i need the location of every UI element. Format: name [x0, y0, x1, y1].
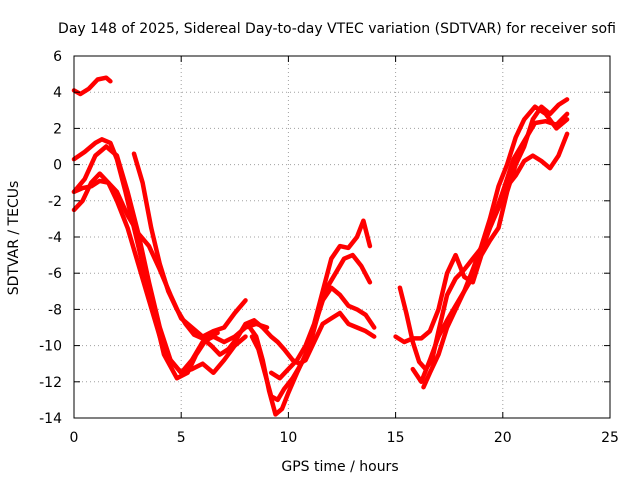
series-trace-f [131, 151, 377, 366]
data-series [71, 75, 570, 417]
grid-lines [74, 56, 610, 418]
y-tick-label: -14 [39, 411, 62, 427]
series-trace-d [71, 171, 270, 376]
y-tick-label: -6 [48, 266, 62, 282]
x-tick-label: 25 [601, 430, 619, 446]
y-tick-label: 2 [53, 121, 62, 137]
x-tick-label: 0 [70, 430, 79, 446]
series-trace-h [249, 252, 373, 403]
series-trace-l [410, 131, 570, 385]
y-tick-label: 4 [53, 85, 62, 101]
series-trace-k [393, 97, 570, 345]
axis-ticks [73, 55, 611, 419]
y-tick-label: -10 [39, 339, 62, 355]
series-trace-c [71, 144, 248, 376]
y-tick-label: -4 [48, 230, 62, 246]
y-axis-title: SDTVAR / TECUs [6, 181, 22, 296]
series-trace-m [421, 104, 570, 390]
series-trace-a [71, 75, 113, 97]
x-tick-label: 20 [494, 430, 512, 446]
series-trace-e [71, 178, 248, 339]
series-trace-j [397, 111, 570, 372]
y-tick-label: -2 [48, 194, 62, 210]
y-tick-label: -8 [48, 302, 62, 318]
y-tick-label: -12 [39, 375, 62, 391]
x-tick-label: 15 [387, 430, 405, 446]
x-tick-label: 5 [177, 430, 186, 446]
series-trace-b [71, 137, 220, 381]
x-tick-label: 10 [279, 430, 297, 446]
x-axis-title: GPS time / hours [281, 459, 398, 475]
y-tick-labels: -14 -12 -10 -8 -6 -4 -2 0 2 4 6 [39, 49, 62, 427]
series-trace-i [268, 218, 373, 381]
y-tick-label: 6 [53, 49, 62, 65]
chart-title: Day 148 of 2025, Sidereal Day-to-day VTE… [58, 21, 616, 37]
y-tick-label: 0 [53, 158, 62, 174]
x-tick-labels: 0 5 10 15 20 25 [70, 430, 619, 446]
